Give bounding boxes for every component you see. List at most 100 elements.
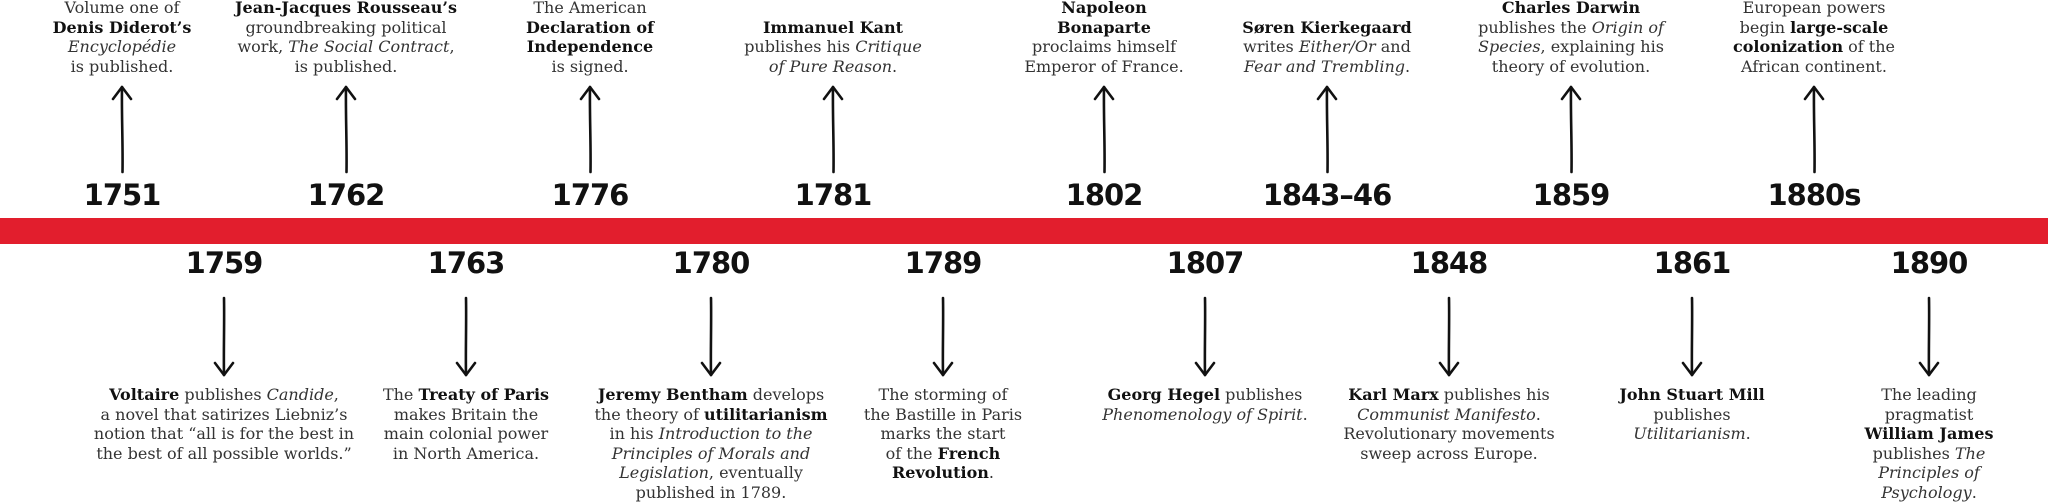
timeline-event-1859: Charles Darwin publishes the Origin of Spe… [1436, 0, 1706, 504]
event-description: John Stuart Mill publishes Utilitarianism. [1557, 385, 1827, 444]
title-text: Utilitarianism [1633, 424, 1746, 443]
event-year: 1880s [1767, 178, 1862, 212]
arrow-down-icon [455, 296, 477, 377]
text-fragment: work, [237, 37, 289, 56]
text-fragment: main colonial power [383, 424, 549, 443]
event-year: 1780 [672, 246, 751, 280]
timeline-event-1843-46: Søren Kierkegaard writes Either/Or and Fea… [1192, 0, 1462, 504]
title-text: The Social Contract [288, 37, 450, 56]
text-fragment: European powers [1742, 0, 1886, 17]
text-fragment: Emperor of France. [1024, 56, 1184, 76]
text-fragment: The storming of [878, 385, 1008, 404]
title-text: Introduction to the [658, 424, 813, 443]
timeline-event-1781: Immanuel Kant publishes his Critique of Pu… [698, 0, 968, 504]
event-description: Jeremy Bentham develops the theory of uti… [576, 385, 846, 502]
bold-text: Treaty of Paris [418, 385, 550, 404]
arrow-up-icon [822, 85, 844, 174]
event-description: The Treaty of Paris makes Britain the main… [331, 385, 601, 463]
timeline-event-1751: Volume one of Denis Diderot’s Encyclopédie… [0, 0, 257, 504]
text-fragment: , eventually [708, 463, 803, 482]
text-fragment: groundbreaking political [245, 17, 447, 37]
event-year: 1762 [307, 178, 386, 212]
text-fragment: , explaining his [1540, 37, 1664, 56]
bold-text: Declaration of [526, 17, 654, 37]
text-fragment: publishes his [744, 37, 856, 56]
title-text: of Pure Reason [768, 56, 893, 76]
text-fragment: and [1375, 37, 1411, 56]
arrow-up-icon [1316, 85, 1338, 174]
text-fragment: African continent. [1741, 56, 1887, 76]
title-text: Principles of [1878, 463, 1980, 482]
text-fragment: proclaims himself [1031, 37, 1177, 56]
event-year: 1861 [1653, 246, 1732, 280]
event-year: 1759 [185, 246, 264, 280]
text-fragment: , [333, 385, 339, 404]
bold-text: Søren Kierkegaard [1242, 17, 1412, 37]
text-fragment: published in 1789. [635, 482, 787, 502]
timeline-event-1848: Karl Marx publishes his Communist Manifes… [1314, 0, 1584, 504]
title-text: Critique [855, 37, 922, 56]
bold-text: Jean-Jacques Rousseau’s [234, 0, 458, 17]
bold-text: Napoleon [1061, 0, 1147, 17]
text-fragment: is published. [70, 56, 174, 76]
timeline-event-1861: John Stuart Mill publishes Utilitarianism.… [1557, 0, 1827, 504]
timeline-event-1759: Voltaire publishes Candide, a novel that … [89, 0, 359, 504]
timeline-event-1807: Georg Hegel publishes Phenomenology of Sp… [1070, 0, 1340, 504]
arrow-down-icon [1681, 296, 1703, 377]
text-fragment: publishes [1653, 404, 1731, 424]
event-year: 1751 [83, 178, 162, 212]
arrow-down-icon [213, 296, 235, 377]
event-description: The leading pragmatist William James publis… [1794, 385, 2048, 502]
arrow-down-icon [1194, 296, 1216, 377]
title-text: Communist Manifesto [1357, 404, 1536, 424]
event-year: 1848 [1410, 246, 1489, 280]
arrow-down-icon [1918, 296, 1940, 377]
text-fragment: is signed. [551, 56, 629, 76]
text-fragment: the Bastille in Paris [863, 404, 1023, 424]
text-fragment: sweep across Europe. [1360, 443, 1538, 463]
text-fragment: . [892, 56, 898, 76]
event-description: European powers begin large-scale coloniza… [1679, 0, 1949, 76]
title-text: Principles of Morals and [611, 443, 811, 463]
event-description: Georg Hegel publishes Phenomenology of Sp… [1070, 385, 1340, 424]
bold-text: Charles Darwin [1501, 0, 1641, 17]
arrow-up-icon [111, 85, 133, 174]
text-fragment: Revolutionary movements [1343, 424, 1555, 443]
text-fragment: , [449, 37, 455, 56]
title-text: Phenomenology of Spirit [1102, 404, 1303, 424]
bold-text: utilitarianism [704, 404, 828, 424]
text-fragment: publishes the [1478, 17, 1592, 37]
event-description: Jean-Jacques Rousseau’s groundbreaking po… [211, 0, 481, 76]
title-text: Fear and Trembling [1243, 56, 1406, 76]
bold-text: Immanuel Kant [762, 17, 904, 37]
event-year: 1859 [1532, 178, 1611, 212]
text-fragment: the best of all possible worlds.” [96, 443, 352, 463]
title-text: Either/Or [1298, 37, 1376, 56]
arrow-up-icon [1560, 85, 1582, 174]
bold-text: Voltaire [109, 385, 180, 404]
text-fragment: Volume one of [64, 0, 180, 17]
bold-text: Karl Marx [1348, 385, 1439, 404]
text-fragment: is published. [294, 56, 398, 76]
event-description: The American Declaration of Independence is… [455, 0, 725, 76]
text-fragment: . [1302, 404, 1308, 424]
event-description: Søren Kierkegaard writes Either/Or and Fea… [1192, 18, 1462, 77]
timeline-event-1780: Jeremy Bentham develops the theory of uti… [576, 0, 846, 504]
text-fragment: publishes [1872, 443, 1955, 463]
text-fragment: theory of evolution. [1491, 56, 1651, 76]
event-year: 1802 [1065, 178, 1144, 212]
arrow-up-icon [579, 85, 601, 174]
event-year: 1890 [1890, 246, 1969, 280]
text-fragment: publishes his [1438, 385, 1550, 404]
bold-text: large-scale [1790, 17, 1889, 37]
bold-text: Jeremy Bentham [597, 385, 748, 404]
text-fragment: publishes [179, 385, 267, 404]
timeline-event-1802: Napoleon Bonaparte proclaims himself Empero… [969, 0, 1239, 504]
title-text: Legislation [619, 463, 709, 482]
text-fragment: . [1405, 56, 1411, 76]
text-fragment: pragmatist [1884, 404, 1974, 424]
event-description: Karl Marx publishes his Communist Manifes… [1314, 385, 1584, 463]
text-fragment: of the [1843, 37, 1896, 56]
timeline-event-1789: The storming of the Bastille in Paris mark… [808, 0, 1078, 504]
event-description: The storming of the Bastille in Paris mark… [808, 385, 1078, 483]
